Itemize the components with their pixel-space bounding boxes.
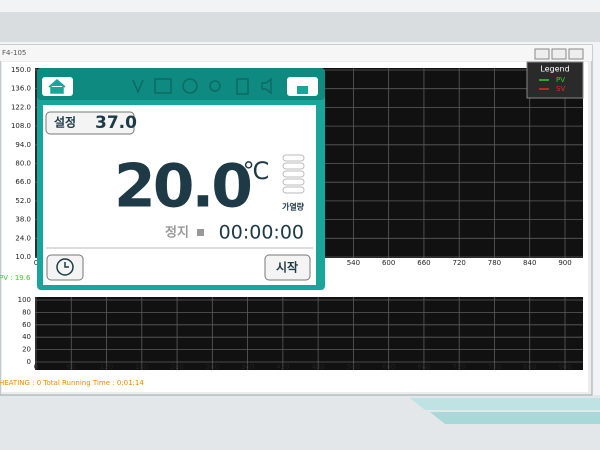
maximize-button[interactable] bbox=[551, 48, 567, 60]
y-tick-label: 94.0 bbox=[15, 141, 31, 149]
x-tick-label: 780 bbox=[488, 259, 501, 267]
top-band bbox=[0, 12, 600, 42]
y-tick-label: 0 bbox=[27, 358, 31, 366]
toolbar-icons bbox=[132, 77, 272, 95]
x-tick-label: 840 bbox=[523, 259, 536, 267]
x-tick-label: 660 bbox=[417, 363, 430, 371]
legend bbox=[526, 61, 584, 99]
setpoint-value: 37.0 bbox=[95, 113, 137, 133]
setpoint-button[interactable] bbox=[45, 111, 135, 135]
lock-icon bbox=[297, 86, 308, 94]
y-tick-label: 52.0 bbox=[15, 197, 31, 205]
x-tick-label: 540 bbox=[347, 363, 360, 371]
panel-toolbar bbox=[37, 68, 325, 100]
close-button[interactable] bbox=[568, 48, 584, 60]
unit: ℃ bbox=[243, 157, 270, 185]
x-tick-label: 720 bbox=[453, 259, 466, 267]
y-tick-label: 60 bbox=[22, 321, 31, 329]
title-bar bbox=[0, 45, 592, 61]
x-tick-label: 360 bbox=[241, 363, 254, 371]
status-text: HEATING : 0 Total Running Time : 0:01:14 bbox=[0, 379, 144, 387]
x-tick-label: 600 bbox=[382, 363, 395, 371]
clock-hands bbox=[64, 262, 69, 268]
x-tick-label: 180 bbox=[135, 363, 148, 371]
clock-icon bbox=[56, 258, 74, 276]
x-tick-label: 780 bbox=[488, 363, 501, 371]
home-icon bbox=[48, 79, 66, 94]
y-tick-label: 150.0 bbox=[11, 66, 31, 74]
x-tick-label: 900 bbox=[558, 363, 571, 371]
state: 정지 bbox=[165, 225, 189, 241]
x-tick-label: 660 bbox=[417, 259, 430, 267]
x-tick-label: 240 bbox=[170, 363, 183, 371]
pv-readout: PV : 19.6 bbox=[0, 274, 31, 282]
x-tick-label: 0 bbox=[34, 363, 38, 371]
y-tick-label: 80 bbox=[22, 308, 31, 316]
stripe bbox=[430, 412, 600, 424]
x-tick-label: 840 bbox=[523, 363, 536, 371]
x-tick-label: 600 bbox=[382, 259, 395, 267]
x-tick-label: 300 bbox=[206, 363, 219, 371]
minimize-button[interactable] bbox=[534, 48, 550, 60]
legend-label: SV bbox=[556, 85, 565, 93]
y-tick-label: 38.0 bbox=[15, 216, 31, 224]
stripe bbox=[410, 398, 600, 410]
temperature: 20.0 bbox=[114, 152, 250, 222]
x-tick-label: 900 bbox=[558, 259, 571, 267]
heat-label: 가열량 bbox=[282, 202, 305, 212]
x-tick-label: 0 bbox=[34, 259, 38, 267]
heat-bars bbox=[282, 154, 305, 194]
x-tick-label: 420 bbox=[276, 363, 289, 371]
timer: 00:00:00 bbox=[219, 222, 304, 244]
y-tick-label: 80.0 bbox=[15, 160, 31, 168]
x-tick-label: 120 bbox=[100, 363, 113, 371]
legend-title: Legend bbox=[540, 65, 569, 74]
start-label: 시작 bbox=[276, 260, 298, 275]
lower-plot bbox=[35, 297, 583, 370]
x-tick-label: 540 bbox=[347, 259, 360, 267]
y-tick-label: 10.0 bbox=[15, 253, 31, 261]
window-title: F4-105 bbox=[2, 49, 26, 57]
x-tick-label: 60 bbox=[67, 363, 76, 371]
x-tick-label: 720 bbox=[453, 363, 466, 371]
setpoint-label: 설정 bbox=[54, 115, 76, 130]
y-tick-label: 122.0 bbox=[11, 103, 31, 111]
start-button[interactable] bbox=[264, 254, 311, 281]
stop-icon bbox=[197, 229, 204, 236]
y-tick-label: 100 bbox=[18, 296, 31, 304]
y-tick-label: 20 bbox=[22, 346, 31, 354]
home-button[interactable] bbox=[42, 77, 73, 96]
y-tick-label: 66.0 bbox=[15, 178, 31, 186]
y-tick-label: 40 bbox=[22, 333, 31, 341]
y-tick-label: 108.0 bbox=[11, 122, 31, 130]
y-tick-label: 24.0 bbox=[15, 234, 31, 242]
legend-label: PV bbox=[556, 76, 565, 84]
x-tick-label: 480 bbox=[311, 363, 324, 371]
y-tick-label: 136.0 bbox=[11, 85, 31, 93]
